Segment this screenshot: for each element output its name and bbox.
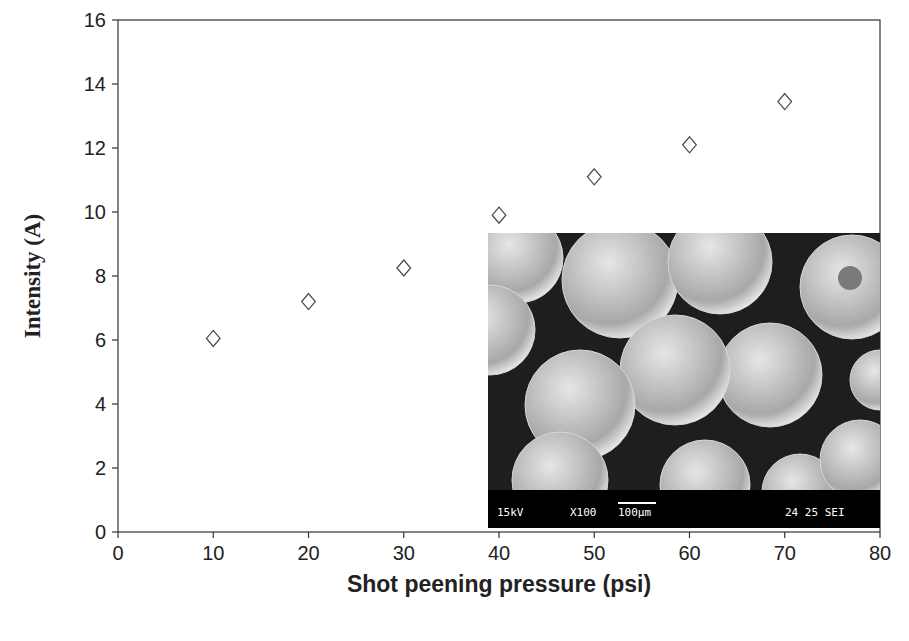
x-tick — [784, 532, 785, 538]
y-tick-label: 8 — [95, 265, 106, 287]
y-tick-label: 16 — [84, 9, 106, 31]
y-tick — [112, 211, 118, 212]
y-tick-label: 14 — [84, 73, 106, 95]
x-tick-label: 0 — [112, 542, 123, 564]
inset-caption: 100µm — [618, 506, 651, 519]
sphere — [660, 440, 750, 490]
sphere — [850, 350, 880, 410]
inset-caption: 24 25 SEI — [785, 506, 845, 519]
x-tick-label: 70 — [774, 542, 796, 564]
x-tick — [213, 532, 214, 538]
y-tick — [112, 531, 118, 532]
x-tick-label: 30 — [393, 542, 415, 564]
inset-caption: X100 — [570, 506, 597, 519]
point — [587, 169, 601, 185]
y-tick-label: 4 — [95, 393, 106, 415]
y-axis-title: Intensity (A) — [20, 214, 45, 339]
x-tick — [117, 532, 118, 538]
sphere — [800, 235, 880, 339]
x-tick-label: 80 — [869, 542, 891, 564]
chart: 0 10 20 30 40 50 60 70 80 0 2 4 6 8 10 12 14 16 Shot peeni… — [0, 0, 909, 641]
point — [397, 260, 411, 276]
y-tick — [112, 467, 118, 468]
inset-caption-bar — [488, 490, 880, 528]
y-tick-label: 6 — [95, 329, 106, 351]
inset-caption: 15kV — [497, 506, 524, 519]
sphere — [488, 285, 535, 375]
x-axis-title: Shot peening pressure (psi) — [347, 571, 651, 597]
y-tick-label: 10 — [84, 201, 106, 223]
y-tick-label: 0 — [95, 521, 106, 543]
point — [492, 207, 506, 223]
point — [683, 137, 697, 153]
sphere — [668, 233, 772, 314]
point — [778, 94, 792, 110]
y-tick — [112, 19, 118, 20]
inset-image: 15kV X100 100µm 24 25 SEI — [445, 210, 909, 530]
x-tick — [689, 532, 690, 538]
x-tick — [879, 532, 880, 538]
y-tick-label: 2 — [95, 457, 106, 479]
sphere — [620, 315, 730, 425]
scale-bar — [618, 502, 656, 504]
inset-spheres — [488, 233, 880, 490]
x-tick-label: 60 — [678, 542, 700, 564]
y-tick — [112, 339, 118, 340]
y-tick — [112, 403, 118, 404]
point — [206, 330, 220, 346]
x-tick-label: 20 — [297, 542, 319, 564]
x-tick-label: 50 — [583, 542, 605, 564]
y-tick — [112, 83, 118, 84]
point — [302, 294, 316, 310]
y-tick — [112, 275, 118, 276]
sphere-spot — [838, 266, 862, 290]
y-tick-label: 12 — [84, 137, 106, 159]
x-tick — [594, 532, 595, 538]
x-tick — [498, 532, 499, 538]
x-tick-label: 40 — [488, 542, 510, 564]
plot-frame — [118, 20, 880, 532]
x-tick-label: 10 — [202, 542, 224, 564]
sphere — [718, 323, 822, 427]
x-tick — [308, 532, 309, 538]
x-tick — [403, 532, 404, 538]
y-tick — [112, 147, 118, 148]
sphere — [820, 420, 880, 490]
sphere — [512, 432, 608, 490]
